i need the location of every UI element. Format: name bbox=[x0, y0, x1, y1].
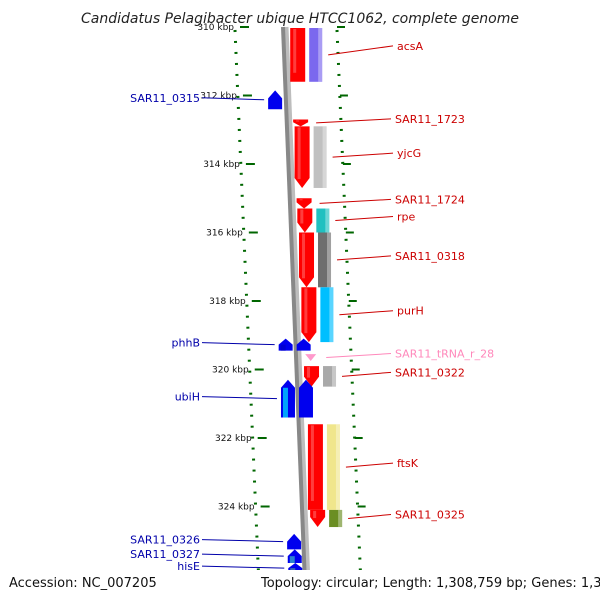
forward-gene bbox=[307, 424, 323, 510]
reverse-label-leader bbox=[201, 396, 277, 400]
cog-box bbox=[323, 366, 337, 387]
cog-shade bbox=[325, 208, 330, 233]
cog-box bbox=[280, 344, 286, 351]
forward-gene-label: SAR11_1723 bbox=[395, 113, 465, 126]
forward-label-leader bbox=[332, 152, 394, 158]
tick-label: 320 kbp bbox=[212, 366, 249, 376]
forward-label-leader bbox=[316, 118, 392, 124]
reverse-gene-label: phhB bbox=[172, 337, 200, 350]
gene-highlight bbox=[307, 367, 311, 378]
cog-box bbox=[309, 28, 323, 82]
forward-label-leader bbox=[319, 198, 392, 204]
forward-gene bbox=[294, 126, 310, 188]
tick-label: 312 kbp bbox=[200, 92, 237, 102]
gene-highlight bbox=[299, 199, 303, 201]
gene-highlight bbox=[304, 288, 308, 334]
reverse-gene-label: SAR11_0326 bbox=[130, 534, 200, 547]
cog-box bbox=[282, 387, 288, 418]
inner-dotted-guide bbox=[233, 29, 262, 600]
forward-gene-label: SAR11_0322 bbox=[395, 366, 465, 379]
reverse-label-leader bbox=[201, 565, 285, 569]
gene-highlight bbox=[297, 127, 301, 179]
cog-box bbox=[313, 126, 327, 188]
reverse-gene bbox=[287, 533, 302, 550]
tick-label: 324 kbp bbox=[218, 503, 255, 513]
gene-highlight bbox=[293, 29, 297, 73]
forward-label-leader bbox=[341, 371, 392, 377]
forward-label-leader bbox=[336, 255, 392, 261]
forward-gene-label: ftsK bbox=[397, 457, 419, 470]
tick-label: 314 kbp bbox=[203, 160, 240, 170]
gene-highlight bbox=[300, 209, 304, 224]
reverse-gene bbox=[268, 90, 283, 110]
gene-features bbox=[268, 28, 343, 600]
tick-label: 310 kbp bbox=[197, 23, 234, 33]
forward-gene-label: yjcG bbox=[397, 147, 421, 160]
forward-label-leader bbox=[348, 513, 392, 519]
forward-gene-label: rpe bbox=[397, 211, 416, 224]
cog-box bbox=[326, 424, 340, 510]
forward-label-leader bbox=[345, 462, 394, 468]
forward-label-leader bbox=[339, 310, 394, 316]
scale-ticks: 310 kbp 312 kbp 314 kbp 316 kbp 318 kbp 320 k… bbox=[197, 23, 369, 581]
tick-label: 318 kbp bbox=[209, 297, 246, 307]
forward-gene bbox=[310, 509, 326, 528]
cog-box bbox=[289, 556, 295, 564]
cog-box bbox=[329, 509, 343, 528]
forward-gene bbox=[299, 232, 315, 288]
reverse-gene-label: hisE bbox=[177, 560, 200, 573]
reverse-label-leader bbox=[201, 342, 275, 346]
gene-highlight bbox=[310, 425, 314, 501]
cog-shade bbox=[327, 232, 332, 288]
reverse-label-leader bbox=[201, 539, 284, 543]
cog-shade bbox=[338, 509, 343, 528]
reverse-gene-label: SAR11_0315 bbox=[130, 92, 200, 105]
forward-gene bbox=[305, 354, 317, 361]
reverse-gene-label: SAR11_0327 bbox=[130, 548, 200, 561]
footer-background bbox=[0, 570, 600, 600]
tick-label: 322 kbp bbox=[215, 434, 252, 444]
forward-gene-label: SAR11_tRNA_r_28 bbox=[395, 348, 494, 361]
reverse-label-leader bbox=[201, 553, 284, 557]
backbone-line bbox=[281, 26, 308, 600]
gene-highlight bbox=[313, 510, 317, 519]
forward-gene-label: acsA bbox=[397, 40, 424, 53]
genome-summary-text: Topology: circular; Length: 1,308,759 bp… bbox=[260, 576, 600, 591]
reverse-gene bbox=[298, 379, 313, 418]
forward-gene bbox=[297, 208, 313, 233]
accession-text: Accession: NC_007205 bbox=[9, 576, 157, 591]
reverse-gene-label: ubiH bbox=[175, 391, 200, 404]
reverse-gene bbox=[296, 338, 311, 351]
map-title: Candidatus Pelagibacter ubique HTCC1062,… bbox=[81, 11, 519, 27]
forward-label-leader bbox=[326, 353, 392, 359]
forward-label-leader bbox=[328, 45, 394, 56]
forward-gene bbox=[296, 198, 312, 209]
cog-box bbox=[320, 287, 334, 343]
cog-shade bbox=[329, 287, 334, 343]
cog-box bbox=[318, 232, 332, 288]
forward-gene-label: SAR11_0325 bbox=[395, 508, 465, 521]
forward-gene-label: SAR11_1724 bbox=[395, 193, 465, 206]
tick-label: 316 kbp bbox=[206, 229, 243, 239]
cog-shade bbox=[332, 366, 337, 387]
gene-highlight bbox=[296, 120, 300, 122]
forward-gene-label: SAR11_0318 bbox=[395, 250, 465, 263]
backbone bbox=[281, 26, 312, 600]
cog-shade bbox=[335, 424, 340, 510]
cog-shade bbox=[318, 28, 323, 82]
gene-highlight bbox=[302, 233, 306, 279]
forward-gene bbox=[301, 287, 317, 343]
cog-shade bbox=[322, 126, 327, 188]
forward-gene bbox=[290, 28, 306, 82]
forward-gene-label: purH bbox=[397, 305, 424, 318]
forward-label-leader bbox=[335, 216, 394, 222]
forward-gene bbox=[293, 119, 309, 127]
cog-box bbox=[316, 208, 330, 233]
reverse-label-leader bbox=[201, 97, 265, 101]
